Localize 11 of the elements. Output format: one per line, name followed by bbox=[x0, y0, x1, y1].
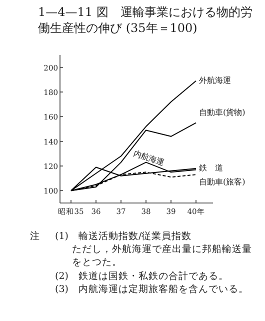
text: (3) 内航海運は定期旅客船を含んでいる。 bbox=[55, 283, 250, 296]
series-label: 自動車(旅客) bbox=[199, 178, 246, 187]
text: (2) 鉄道は国鉄・私鉄の合計である。 bbox=[55, 270, 230, 283]
series-label: 外航海運 bbox=[199, 76, 231, 85]
chart-title: 1—4—11 図 運輸事業における物的労働生産性の伸び (35年＝100) bbox=[38, 4, 254, 36]
series-label: 自動車(貨物) bbox=[199, 108, 246, 117]
text: 内航海運 bbox=[132, 148, 166, 168]
text: 注 bbox=[30, 231, 40, 242]
text: (1) 輸送活動指数/従業員指数 bbox=[55, 230, 193, 243]
series-label: 鉄 道 bbox=[199, 163, 223, 172]
text: ただし，外航海運で産出量に邦船輸送量をとつた。 bbox=[72, 243, 253, 269]
